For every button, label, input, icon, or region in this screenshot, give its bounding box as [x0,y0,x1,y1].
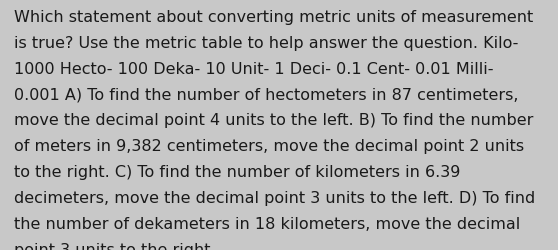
Text: point 3 units to the right.: point 3 units to the right. [14,242,215,250]
Text: to the right. C) To find the number of kilometers in 6.39: to the right. C) To find the number of k… [14,164,460,180]
Text: 0.001 A) To find the number of hectometers in 87 centimeters,: 0.001 A) To find the number of hectomete… [14,87,518,102]
Text: Which statement about converting metric units of measurement: Which statement about converting metric … [14,10,533,25]
Text: the number of dekameters in 18 kilometers, move the decimal: the number of dekameters in 18 kilometer… [14,216,520,231]
Text: 1000 Hecto- 100 Deka- 10 Unit- 1 Deci- 0.1 Cent- 0.01 Milli-: 1000 Hecto- 100 Deka- 10 Unit- 1 Deci- 0… [14,62,493,76]
Text: move the decimal point 4 units to the left. B) To find the number: move the decimal point 4 units to the le… [14,113,533,128]
Text: decimeters, move the decimal point 3 units to the left. D) To find: decimeters, move the decimal point 3 uni… [14,190,535,205]
Text: is true? Use the metric table to help answer the question. Kilo-: is true? Use the metric table to help an… [14,36,518,51]
Text: of meters in 9,382 centimeters, move the decimal point 2 units: of meters in 9,382 centimeters, move the… [14,139,524,154]
